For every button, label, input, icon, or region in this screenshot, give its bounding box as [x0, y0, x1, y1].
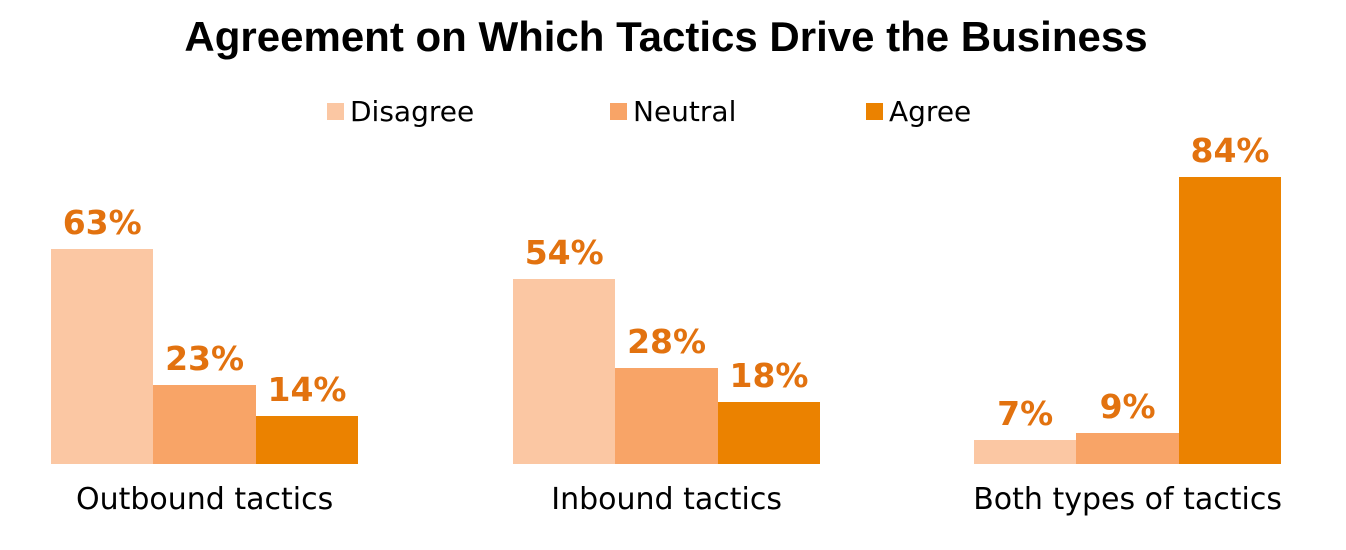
legend-item-disagree: Disagree	[327, 95, 474, 128]
category-label-outbound-tactics: Outbound tactics	[75, 482, 334, 517]
bar-inbound-tactics-disagree	[513, 279, 616, 464]
bar-both-types-of-tactics-agree	[1178, 176, 1282, 464]
data-label-inbound-tactics-agree: 18%	[729, 356, 809, 396]
data-label-both-types-of-tactics-agree: 84%	[1190, 130, 1270, 170]
data-label-outbound-tactics-agree: 14%	[267, 370, 347, 410]
data-label-both-types-of-tactics-disagree: 7%	[997, 394, 1054, 434]
legend-swatch-neutral-icon	[610, 103, 627, 120]
chart-legend: Disagree Neutral Agree	[0, 0, 1346, 140]
legend-item-agree: Agree	[866, 95, 971, 128]
legend-swatch-agree-icon	[866, 103, 883, 120]
bar-both-types-of-tactics-disagree	[974, 440, 1077, 464]
legend-label-disagree: Disagree	[350, 94, 475, 128]
data-label-both-types-of-tactics-neutral: 9%	[1099, 387, 1156, 427]
bar-inbound-tactics-agree	[717, 402, 821, 464]
data-label-outbound-tactics-disagree: 63%	[62, 202, 142, 242]
legend-item-neutral: Neutral	[610, 95, 736, 128]
data-label-inbound-tactics-disagree: 54%	[524, 233, 604, 273]
chart-title: Agreement on Which Tactics Drive the Bus…	[184, 13, 1148, 60]
legend-label-agree: Agree	[889, 94, 972, 128]
data-label-outbound-tactics-neutral: 23%	[165, 339, 245, 379]
bar-outbound-tactics-agree	[255, 416, 359, 464]
legend-swatch-disagree-icon	[327, 103, 344, 120]
legend-label-neutral: Neutral	[633, 94, 737, 128]
bar-outbound-tactics-disagree	[51, 248, 154, 464]
data-label-inbound-tactics-neutral: 28%	[627, 322, 707, 362]
bar-inbound-tactics-neutral	[615, 368, 718, 464]
category-label-both-types-of-tactics: Both types of tactics	[973, 482, 1282, 517]
bar-outbound-tactics-neutral	[153, 385, 256, 464]
bar-both-types-of-tactics-neutral	[1076, 433, 1179, 464]
category-label-inbound-tactics: Inbound tactics	[551, 482, 782, 517]
